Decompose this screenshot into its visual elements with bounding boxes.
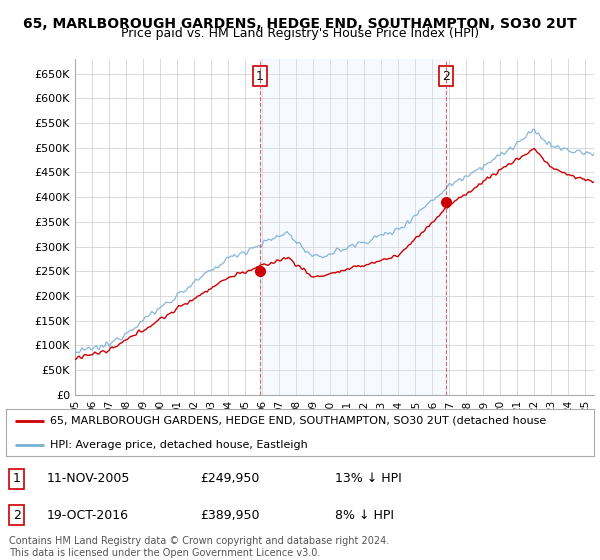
Text: HPI: Average price, detached house, Eastleigh: HPI: Average price, detached house, East…	[50, 440, 308, 450]
Text: 1: 1	[256, 69, 264, 82]
Text: 65, MARLBOROUGH GARDENS, HEDGE END, SOUTHAMPTON, SO30 2UT (detached house: 65, MARLBOROUGH GARDENS, HEDGE END, SOUT…	[50, 416, 547, 426]
Text: 11-NOV-2005: 11-NOV-2005	[47, 472, 131, 486]
Text: £389,950: £389,950	[200, 508, 260, 522]
Text: 65, MARLBOROUGH GARDENS, HEDGE END, SOUTHAMPTON, SO30 2UT: 65, MARLBOROUGH GARDENS, HEDGE END, SOUT…	[23, 17, 577, 31]
Bar	[260, 59, 446, 395]
Text: 8% ↓ HPI: 8% ↓ HPI	[335, 508, 394, 522]
Text: Price paid vs. HM Land Registry's House Price Index (HPI): Price paid vs. HM Land Registry's House …	[121, 27, 479, 40]
Text: 13% ↓ HPI: 13% ↓ HPI	[335, 472, 402, 486]
Text: 19-OCT-2016: 19-OCT-2016	[47, 508, 129, 522]
Text: £249,950: £249,950	[200, 472, 259, 486]
Text: 1: 1	[13, 472, 20, 486]
Text: 2: 2	[442, 69, 450, 82]
Text: 2: 2	[13, 508, 20, 522]
Text: Contains HM Land Registry data © Crown copyright and database right 2024.
This d: Contains HM Land Registry data © Crown c…	[9, 536, 389, 558]
